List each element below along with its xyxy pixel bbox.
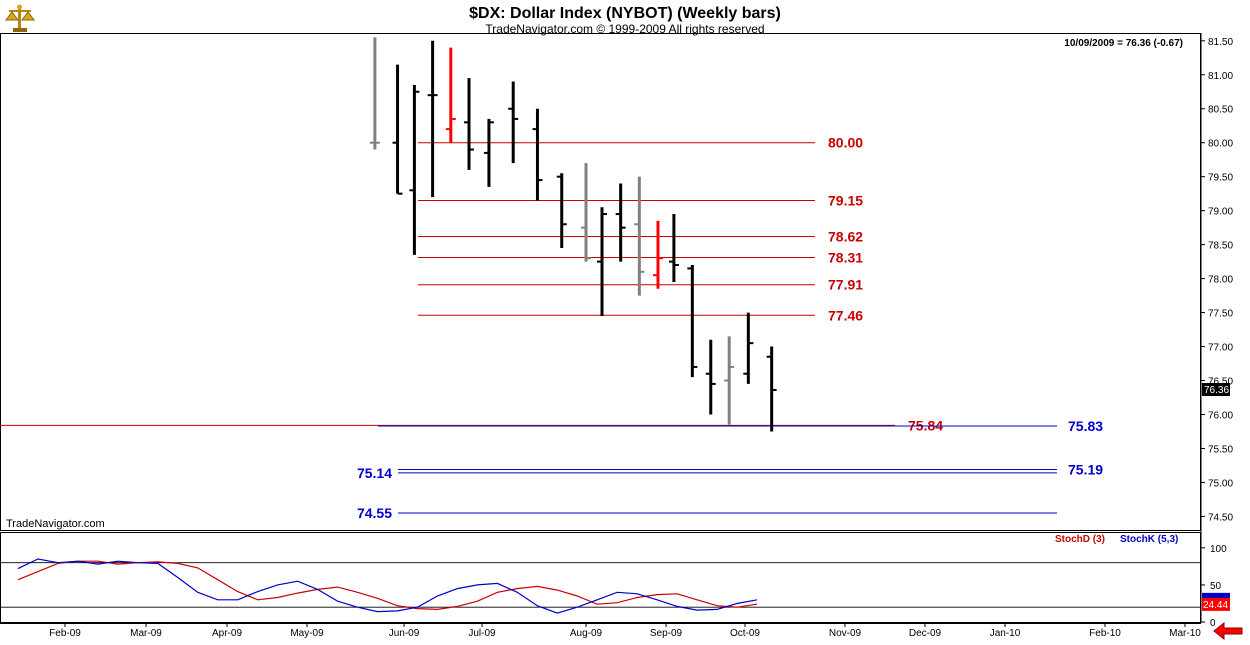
price-axis-label: 77.00 bbox=[1208, 343, 1233, 354]
date-axis-label: Sep-09 bbox=[650, 628, 683, 639]
ohlc-bar bbox=[409, 84, 420, 255]
resistance-level-label: 77.91 bbox=[828, 277, 863, 293]
ohlc-bar bbox=[597, 207, 607, 316]
price-axis-label: 78.00 bbox=[1208, 275, 1233, 286]
stoch-k-line bbox=[17, 558, 758, 614]
price-axis-label: 75.50 bbox=[1208, 444, 1233, 455]
stoch-panel bbox=[0, 532, 1201, 623]
ohlc-bar bbox=[508, 81, 519, 164]
red-left-arrow-icon[interactable] bbox=[1212, 621, 1246, 641]
ohlc-bar bbox=[392, 64, 403, 195]
date-axis-label: Aug-09 bbox=[570, 628, 603, 639]
support-level-label: 75.19 bbox=[1068, 462, 1103, 478]
watermark: TradeNavigator.com bbox=[6, 518, 105, 530]
ohlc-bar bbox=[705, 339, 716, 415]
price-axis-label: 79.00 bbox=[1208, 207, 1233, 218]
price-axis-label: 79.50 bbox=[1208, 173, 1233, 184]
ohlc-bar bbox=[369, 37, 380, 150]
ohlc-bar bbox=[464, 78, 474, 170]
last-price-label: 76.36 bbox=[1204, 385, 1229, 396]
date-axis-label: May-09 bbox=[290, 628, 324, 639]
stoch-axis-label: 100 bbox=[1210, 544, 1227, 555]
stoch-k-badge bbox=[1202, 592, 1230, 599]
date-axis-label: Jun-09 bbox=[389, 628, 420, 639]
resistance-level-label: 80.00 bbox=[828, 135, 863, 151]
support-level-label: 75.14 bbox=[357, 465, 392, 481]
last-value-label: 10/09/2009 = 76.36 (-0.67) bbox=[1064, 38, 1183, 49]
date-axis-label: Mar-10 bbox=[1169, 628, 1201, 639]
stoch-k-legend: StochK (5,3) bbox=[1120, 534, 1178, 545]
date-axis-label: Jan-10 bbox=[990, 628, 1021, 639]
price-axis-label: 80.50 bbox=[1208, 105, 1233, 116]
resistance-level-label: 78.31 bbox=[828, 250, 863, 266]
price-axis-label: 74.50 bbox=[1208, 512, 1233, 523]
ohlc-bar bbox=[556, 173, 567, 249]
ohlc-bar bbox=[743, 312, 754, 384]
chart-subtitle: TradeNavigator.com © 1999-2009 All right… bbox=[485, 22, 764, 36]
date-axis-label: Oct-09 bbox=[730, 628, 760, 639]
ohlc-bar bbox=[532, 108, 543, 201]
price-axis-label: 75.00 bbox=[1208, 478, 1233, 489]
price-axis-label: 77.50 bbox=[1208, 309, 1233, 320]
ohlc-bar bbox=[634, 176, 645, 296]
ohlc-bar bbox=[766, 346, 777, 432]
scales-icon[interactable] bbox=[4, 2, 36, 34]
stoch-last-badge bbox=[1202, 597, 1230, 611]
last-price-badge bbox=[1202, 383, 1230, 397]
resistance-level-label: 79.15 bbox=[828, 192, 863, 208]
price-axis-label: 76.50 bbox=[1208, 377, 1233, 388]
support-level-label: 74.55 bbox=[357, 505, 392, 521]
price-axis-label: 81.00 bbox=[1208, 71, 1233, 82]
stoch-last-label: 24.44 bbox=[1203, 600, 1228, 611]
date-axis-label: Jul-09 bbox=[468, 628, 496, 639]
ohlc-bar bbox=[724, 336, 735, 425]
price-axis-label: 81.50 bbox=[1208, 37, 1233, 48]
ohlc-bar bbox=[581, 163, 591, 262]
stoch-d-legend: StochD (3) bbox=[1055, 534, 1105, 545]
price-axis-label: 80.00 bbox=[1208, 139, 1233, 150]
stoch-axis-label: 50 bbox=[1210, 581, 1222, 592]
resistance-level-label: 77.46 bbox=[828, 307, 863, 323]
price-axis-label: 78.50 bbox=[1208, 241, 1233, 252]
date-axis-label: Feb-09 bbox=[49, 628, 81, 639]
date-axis-label: Feb-10 bbox=[1089, 628, 1121, 639]
ohlc-bar bbox=[687, 265, 698, 378]
chart-title: $DX: Dollar Index (NYBOT) (Weekly bars) bbox=[469, 5, 781, 22]
date-axis-label: Apr-09 bbox=[212, 628, 242, 639]
ohlc-bar bbox=[483, 118, 494, 187]
support-level-label: 75.83 bbox=[1068, 418, 1103, 434]
ohlc-bar bbox=[668, 214, 679, 282]
date-axis-label: Dec-09 bbox=[909, 628, 942, 639]
resistance-level-label: 78.62 bbox=[828, 228, 863, 244]
ohlc-bar bbox=[653, 220, 663, 289]
date-axis-label: Mar-09 bbox=[130, 628, 162, 639]
ohlc-bar bbox=[445, 47, 456, 143]
ohlc-bar bbox=[427, 40, 438, 198]
date-axis-label: Nov-09 bbox=[829, 628, 862, 639]
ohlc-bar bbox=[615, 183, 626, 262]
price-axis-label: 76.00 bbox=[1208, 410, 1233, 421]
stoch-axis-label: 0 bbox=[1210, 618, 1216, 629]
resistance-level-label: 75.84 bbox=[908, 417, 943, 433]
